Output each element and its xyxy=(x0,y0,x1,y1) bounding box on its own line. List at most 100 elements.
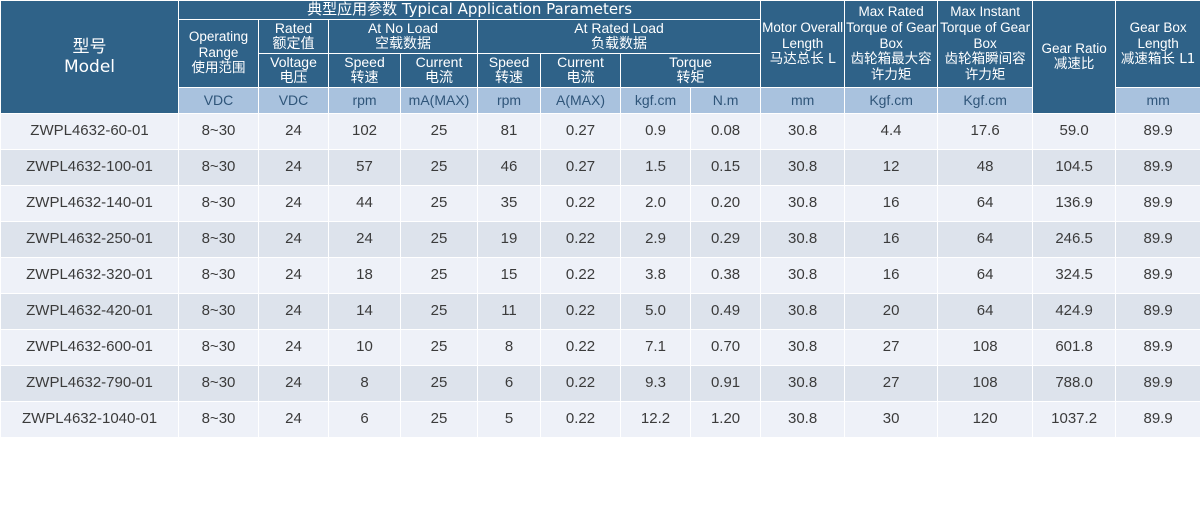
header-noload-current-en: Current xyxy=(415,53,463,70)
header-load-speed-cn: 转速 xyxy=(495,70,523,87)
cell-load-current: 0.22 xyxy=(540,400,621,438)
cell-gearbox-length: 89.9 xyxy=(1115,364,1200,402)
header-load-speed: Speed 转速 xyxy=(477,52,541,88)
cell-max-rated-torque: 30 xyxy=(844,400,939,438)
header-at-rated-load-en: At Rated Load xyxy=(574,19,664,36)
cell-torque-nm: 1.20 xyxy=(689,400,762,438)
cell-motor-length: 30.8 xyxy=(760,148,846,186)
header-at-no-load-en: At No Load xyxy=(367,19,439,36)
header-motor-overall-length: Motor Overall Length 马达总长 L xyxy=(760,0,846,88)
header-gear-ratio-en: Gear Ratio xyxy=(1041,40,1107,56)
cell-torque-nm: 0.38 xyxy=(689,256,762,294)
unit-load-current: A(MAX) xyxy=(540,86,621,114)
header-row-units: VDC VDC rpm mA(MAX) rpm A(MAX) kgf.cm N.… xyxy=(1,86,1200,114)
cell-motor-length: 30.8 xyxy=(760,364,846,402)
cell-rated: 24 xyxy=(258,148,329,186)
cell-noload-current: 25 xyxy=(400,328,478,366)
cell-load-speed: 8 xyxy=(477,328,541,366)
header-motor-overall-length-en: Motor Overall Length xyxy=(762,19,844,51)
cell-gearbox-length: 89.9 xyxy=(1115,148,1200,186)
cell-model: ZWPL4632-420-01 xyxy=(0,292,179,330)
cell-torque-nm: 0.49 xyxy=(689,292,762,330)
cell-torque-kgfcm: 7.1 xyxy=(620,328,691,366)
cell-max-instant-torque: 108 xyxy=(937,328,1034,366)
table-row: ZWPL4632-420-01 8~30 24 14 25 11 0.22 5.0 0.49 30… xyxy=(0,292,1200,330)
cell-gearbox-length: 89.9 xyxy=(1115,256,1200,294)
cell-gearbox-length: 89.9 xyxy=(1115,328,1200,366)
cell-load-current: 0.22 xyxy=(540,292,621,330)
cell-model: ZWPL4632-1040-01 xyxy=(0,400,179,438)
header-torque-en: Torque xyxy=(669,53,712,70)
cell-torque-kgfcm: 2.0 xyxy=(620,184,691,222)
cell-model: ZWPL4632-250-01 xyxy=(0,220,179,258)
cell-load-current: 0.22 xyxy=(540,220,621,258)
cell-max-rated-torque: 27 xyxy=(844,328,939,366)
cell-load-speed: 46 xyxy=(477,148,541,186)
header-noload-speed-en: Speed xyxy=(344,53,385,70)
cell-rated: 24 xyxy=(258,328,329,366)
cell-max-instant-torque: 48 xyxy=(937,148,1034,186)
header-load-current: Current 电流 xyxy=(540,52,621,88)
header-torque: Torque 转矩 xyxy=(619,52,762,88)
cell-gearbox-length: 89.9 xyxy=(1115,112,1200,150)
cell-model: ZWPL4632-140-01 xyxy=(0,184,179,222)
cell-max-rated-torque: 27 xyxy=(844,364,939,402)
cell-max-rated-torque: 12 xyxy=(844,148,939,186)
cell-rated: 24 xyxy=(258,184,329,222)
cell-gear-ratio: 246.5 xyxy=(1032,220,1117,258)
header-rated-voltage-cn: 电压 xyxy=(279,70,308,87)
header-max-instant-torque: Max Instant Torque of Gear Box 齿轮箱瞬间容许力矩 xyxy=(937,0,1034,88)
cell-motor-length: 30.8 xyxy=(760,256,846,294)
unit-gearbox-length: mm xyxy=(1115,86,1200,114)
cell-torque-kgfcm: 9.3 xyxy=(620,364,691,402)
cell-max-rated-torque: 16 xyxy=(844,256,939,294)
cell-noload-current: 25 xyxy=(400,184,478,222)
cell-torque-kgfcm: 3.8 xyxy=(620,256,691,294)
cell-model: ZWPL4632-100-01 xyxy=(0,148,179,186)
cell-rated: 24 xyxy=(258,292,329,330)
cell-max-instant-torque: 64 xyxy=(937,292,1034,330)
header-operating-range: Operating Range 使用范围 xyxy=(178,18,259,88)
cell-noload-speed: 18 xyxy=(328,256,401,294)
cell-motor-length: 30.8 xyxy=(760,220,846,258)
header-operating-range-en: Operating Range xyxy=(188,29,249,61)
header-noload-speed-cn: 转速 xyxy=(350,70,379,87)
cell-load-speed: 15 xyxy=(477,256,541,294)
cell-max-instant-torque: 120 xyxy=(937,400,1034,438)
header-gearbox-length: Gear Box Length 减速箱长 L1 xyxy=(1115,0,1200,88)
cell-noload-current: 25 xyxy=(400,292,478,330)
header-gearbox-length-en: Gear Box Length xyxy=(1129,19,1187,51)
cell-torque-nm: 0.70 xyxy=(689,328,762,366)
cell-noload-speed: 57 xyxy=(328,148,401,186)
unit-operating-range: VDC xyxy=(178,86,259,114)
unit-max-rated-torque: Kgf.cm xyxy=(844,86,939,114)
unit-motor-length: mm xyxy=(760,86,846,114)
cell-gearbox-length: 89.9 xyxy=(1115,184,1200,222)
cell-gear-ratio: 601.8 xyxy=(1032,328,1117,366)
header-at-no-load-cn: 空载数据 xyxy=(375,36,431,53)
cell-motor-length: 30.8 xyxy=(760,112,846,150)
cell-operating-range: 8~30 xyxy=(178,400,259,438)
cell-load-current: 0.27 xyxy=(540,112,621,150)
header-row-group-title: 型号 Model 典型应用参数 Typical Application Para… xyxy=(0,0,1200,114)
cell-rated: 24 xyxy=(258,400,329,438)
header-max-rated-torque-en: Max Rated Torque of Gear Box xyxy=(846,4,937,51)
header-model-en: Model xyxy=(63,56,116,77)
cell-torque-kgfcm: 1.5 xyxy=(620,148,691,186)
cell-noload-speed: 14 xyxy=(328,292,401,330)
header-max-instant-torque-en: Max Instant Torque of Gear Box xyxy=(940,4,1031,51)
header-load-current-en: Current xyxy=(557,53,604,70)
cell-motor-length: 30.8 xyxy=(760,400,846,438)
cell-gear-ratio: 1037.2 xyxy=(1032,400,1117,438)
cell-max-instant-torque: 17.6 xyxy=(937,112,1034,150)
cell-rated: 24 xyxy=(258,112,329,150)
unit-rated: VDC xyxy=(258,86,329,114)
cell-operating-range: 8~30 xyxy=(178,112,259,150)
cell-torque-nm: 0.15 xyxy=(689,148,762,186)
header-gear-ratio-cn: 减速比 xyxy=(1053,55,1095,72)
cell-torque-nm: 0.20 xyxy=(689,184,762,222)
cell-gearbox-length: 89.9 xyxy=(1115,400,1200,438)
cell-gear-ratio: 788.0 xyxy=(1032,364,1117,402)
header-load-speed-en: Speed xyxy=(488,53,530,70)
cell-operating-range: 8~30 xyxy=(178,292,259,330)
